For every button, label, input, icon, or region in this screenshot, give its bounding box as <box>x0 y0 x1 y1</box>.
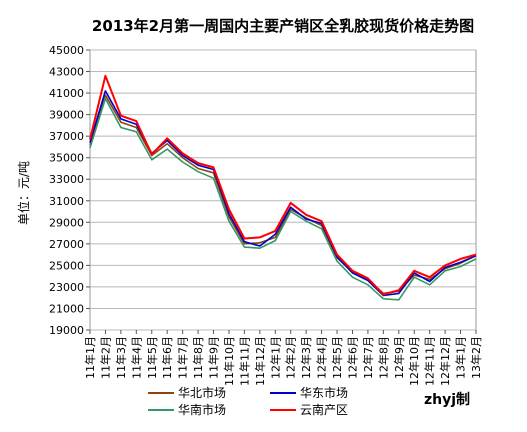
x-tick-label: 11年1月 <box>83 336 97 379</box>
x-tick-label: 11年2月 <box>98 336 112 379</box>
y-tick-label: 25000 <box>49 259 84 272</box>
y-tick-label: 43000 <box>49 66 84 79</box>
y-tick-label: 31000 <box>49 195 84 208</box>
series-line-1 <box>89 94 477 295</box>
series-line-4 <box>89 74 477 296</box>
y-tick-label: 23000 <box>49 281 84 294</box>
x-tick-label: 12年4月 <box>315 336 329 379</box>
legend-label: 华南市场 <box>178 402 226 417</box>
x-tick-label: 13年1月 <box>454 336 468 379</box>
x-tick-label: 12年6月 <box>345 336 359 379</box>
x-tick-label: 11年9月 <box>207 336 221 379</box>
x-tick-label: 12年9月 <box>392 336 406 379</box>
plot-area <box>89 49 477 331</box>
series-layer <box>89 74 477 301</box>
x-tick-label: 11年11月 <box>237 336 251 386</box>
y-tick-label: 37000 <box>49 130 84 143</box>
x-tick-label: 12年8月 <box>376 336 390 379</box>
chart-title: 2013年2月第一周国内主要产销区全乳胶现货价格走势图 <box>92 17 474 35</box>
y-tick-label: 27000 <box>49 238 84 251</box>
x-tick-label: 11年8月 <box>191 336 205 379</box>
x-tick-label: 11年5月 <box>145 336 159 379</box>
x-tick-label: 11年4月 <box>129 336 143 379</box>
x-tick-label: 11年7月 <box>176 336 190 379</box>
x-tick-label: 13年2月 <box>469 336 483 379</box>
x-tick-label: 12年12月 <box>438 336 452 386</box>
legend-label: 云南产区 <box>300 402 348 417</box>
series-line-3 <box>89 97 477 301</box>
x-tick-label: 11年6月 <box>160 336 174 379</box>
x-tick-label: 12年1月 <box>268 336 282 379</box>
x-tick-label: 12年11月 <box>423 336 437 386</box>
y-axis: 19000 21000 23000 25000 27000 29000 31000 33000… <box>49 44 90 337</box>
x-tick-label: 11年3月 <box>114 336 128 379</box>
x-axis: 11年1月 11年2月 11年3月 11年4月 11年5月 11年6月 11年7月 11年8月… <box>83 330 483 386</box>
y-tick-label: 33000 <box>49 173 84 186</box>
x-tick-label: 11年12月 <box>253 336 267 386</box>
x-tick-label: 12年5月 <box>330 336 344 379</box>
y-tick-label: 41000 <box>49 87 84 100</box>
y-axis-title: 单位：元/吨 <box>16 161 31 225</box>
x-tick-label: 12年3月 <box>299 336 313 379</box>
y-tick-label: 45000 <box>49 44 84 57</box>
x-tick-label: 12年2月 <box>284 336 298 379</box>
watermark: zhyj制 <box>424 391 470 408</box>
y-tick-label: 39000 <box>49 109 84 122</box>
y-tick-label: 35000 <box>49 152 84 165</box>
y-tick-label: 19000 <box>49 324 84 337</box>
x-tick-label: 12年10月 <box>407 336 421 386</box>
y-tick-label: 21000 <box>49 302 84 315</box>
x-tick-label: 12年7月 <box>361 336 375 379</box>
y-tick-label: 29000 <box>49 216 84 229</box>
x-tick-label: 11年10月 <box>222 336 236 386</box>
legend-label: 华北市场 <box>178 385 226 400</box>
legend-label: 华东市场 <box>300 385 348 400</box>
